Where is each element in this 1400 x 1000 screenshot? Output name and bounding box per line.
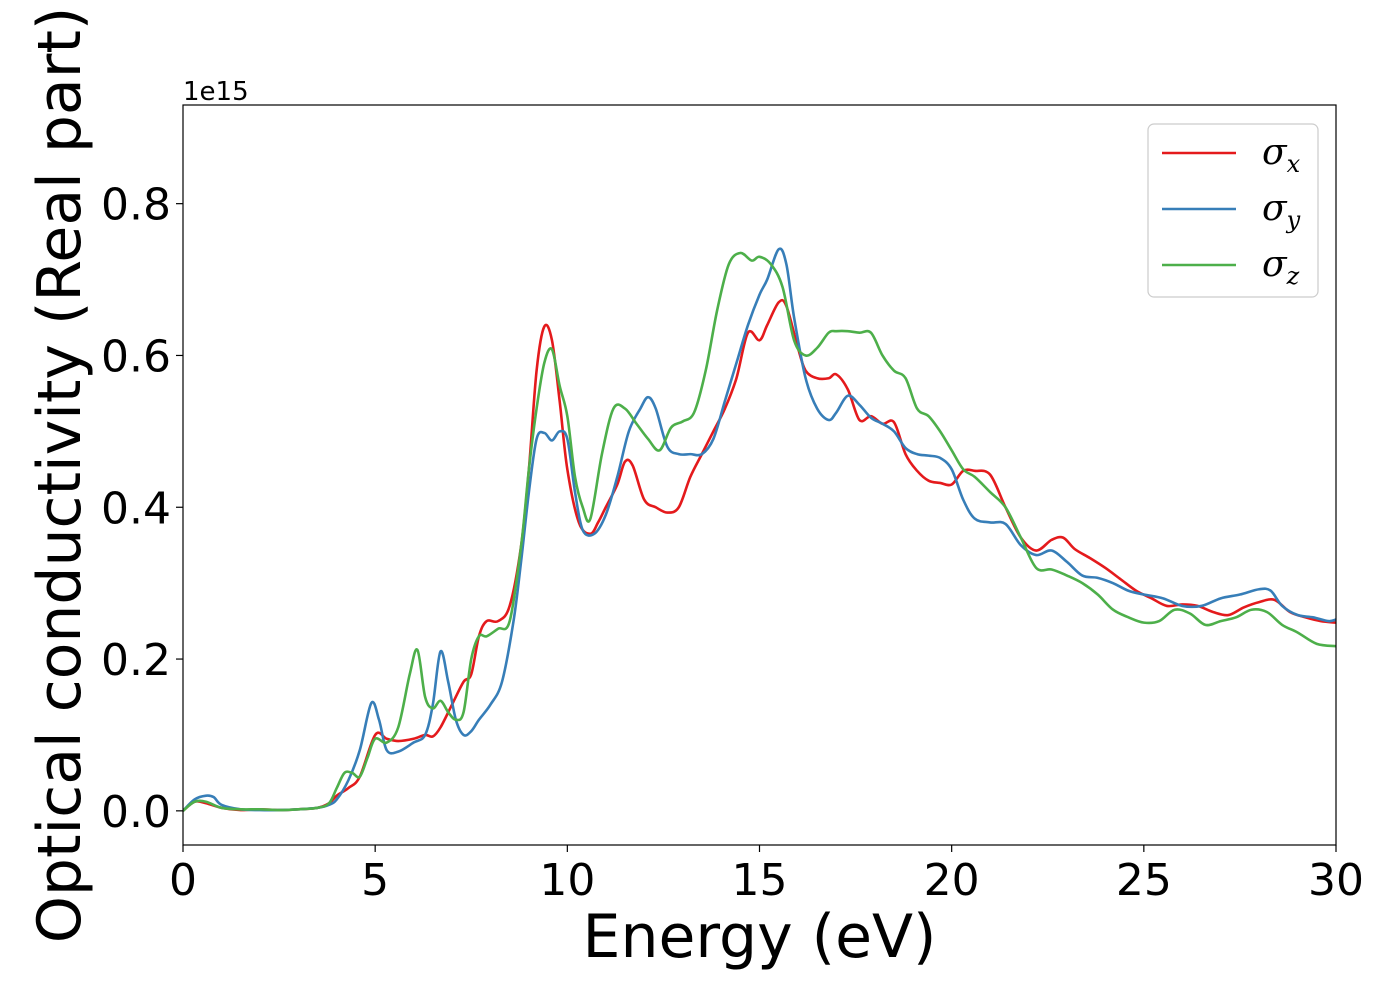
series-layer (183, 247, 1336, 812)
x-tick-label: 30 (1308, 855, 1364, 906)
x-tick-label: 15 (732, 855, 788, 906)
series-line-z (183, 251, 1336, 812)
series-line-y (183, 247, 1336, 812)
ticks-layer: 0 5 10 15 20 25 30 0.0 0.2 0.4 0.6 0.8 (101, 180, 1364, 906)
x-axis-label: Energy (eV) (583, 902, 937, 972)
legend-frame (1147, 123, 1319, 298)
x-tick-label: 25 (1116, 855, 1172, 906)
y-axis-label: Optical conductivity (Real part) (25, 7, 95, 944)
x-tick-label: 5 (361, 855, 389, 906)
x-tick-label: 10 (539, 855, 595, 906)
series-line-x (183, 298, 1336, 812)
x-tick-label: 20 (924, 855, 980, 906)
y-tick-label: 0.4 (101, 483, 171, 534)
y-tick-label: 0.8 (101, 180, 171, 231)
y-tick-label: 0.0 (101, 787, 171, 838)
y-offset-label: 1e15 (183, 77, 249, 107)
y-tick-label: 0.6 (101, 331, 171, 382)
x-tick-label: 0 (169, 855, 197, 906)
y-tick-label: 0.2 (101, 635, 171, 686)
